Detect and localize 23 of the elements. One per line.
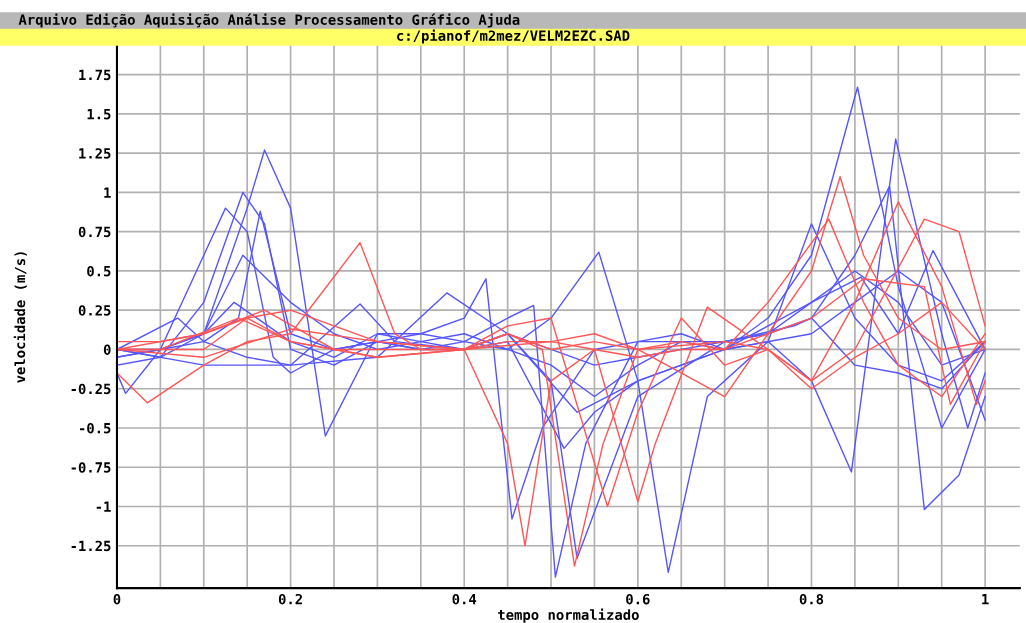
y-tick-label: -0.75 [71, 462, 111, 473]
x-tick-label: 0.4 [452, 593, 477, 605]
x-tick-label: 0.2 [278, 593, 302, 605]
y-tick-label: 1.5 [87, 109, 111, 120]
x-axis-title: tempo normalizado [498, 608, 639, 623]
x-tick-label: 1 [982, 594, 989, 605]
y-tick-label: 1.75 [79, 69, 111, 81]
y-tick-label: 0 [103, 344, 111, 355]
y-axis-title: velocidade (m/s) [13, 252, 27, 383]
y-tick-label: 1 [104, 187, 111, 198]
text: Arquivo Edição Aquisição Análise Processamento Gráfico Ajuda [18, 13, 520, 28]
y-tick-label: -1 [96, 501, 111, 512]
y-tick-label: -0.25 [71, 383, 111, 395]
x-tick-label: 0 [113, 593, 121, 605]
y-tick-label: -1.25 [71, 540, 111, 552]
chart-title: c:/pianof/m2mez/VELM2EZC.SAD [397, 29, 630, 44]
y-tick-label: -0.5 [80, 422, 111, 434]
x-tick-label: 0.6 [626, 593, 650, 605]
y-tick-label: 0.5 [87, 265, 111, 277]
y-tick-label: 0.75 [78, 226, 111, 238]
y-tick-label: 1.25 [79, 148, 111, 159]
x-tick-label: 0.8 [799, 593, 824, 605]
y-tick-label: 0.25 [78, 305, 111, 316]
